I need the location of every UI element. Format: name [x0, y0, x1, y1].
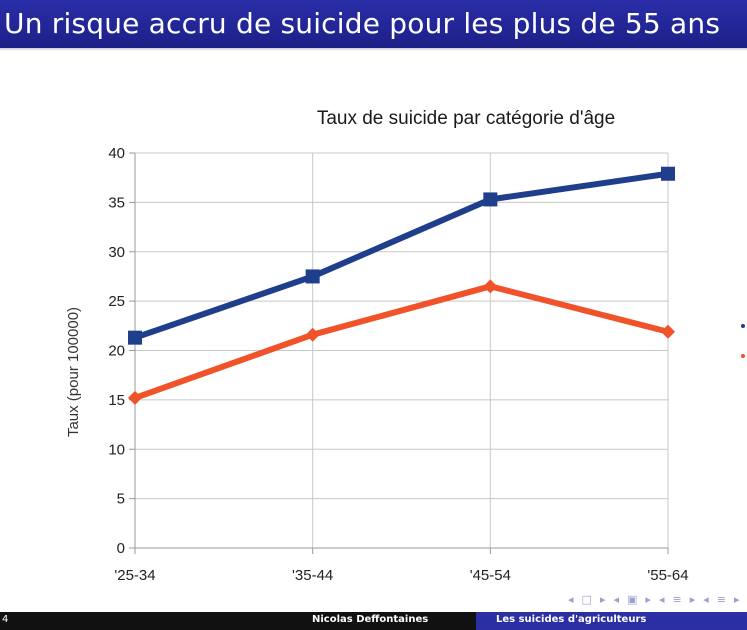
line-chart: 0 5 10 15 20 25 30 35 40 '25-34 '35-44 '45-54 '55-64…: [65, 108, 689, 584]
x-tick-label: '45-54: [470, 567, 511, 584]
y-tick-label: 0: [117, 540, 125, 557]
y-tick-label: 15: [108, 392, 125, 409]
nav-icon[interactable]: ◂: [658, 592, 665, 606]
nav-icon[interactable]: ▣: [627, 592, 638, 606]
series-line-2: [132, 283, 671, 401]
nav-icon[interactable]: ◂: [568, 592, 574, 606]
nav-icon[interactable]: ▸: [733, 592, 740, 606]
chart-axes: [129, 152, 669, 554]
footer-subject: Les suicides d'agriculteurs: [496, 614, 647, 625]
grid-lines: [135, 152, 669, 548]
footer-left-panel: 4 Nicolas Deffontaines: [0, 612, 476, 630]
data-point-diamond: [661, 324, 675, 339]
x-tick-label: '55-64: [647, 567, 688, 584]
page-number: 4: [2, 614, 9, 625]
nav-icon[interactable]: ▸: [599, 592, 606, 606]
series-lines: [128, 166, 675, 405]
nav-icon[interactable]: ◂: [703, 592, 709, 606]
y-tick-label: 40: [108, 145, 125, 162]
y-tick-label: 25: [108, 293, 125, 310]
nav-icon[interactable]: □: [581, 592, 592, 606]
nav-icon[interactable]: ▸: [689, 592, 696, 606]
slide-title: Un risque accru de suicide pour les plus…: [4, 7, 721, 40]
nav-icon[interactable]: ≡: [672, 592, 682, 606]
chart-title: Taux de suicide par catégorie d'âge: [317, 108, 615, 129]
x-tick-label: '25-34: [114, 567, 155, 584]
nav-icon[interactable]: ▸: [645, 592, 651, 606]
data-point-square: [661, 166, 675, 181]
y-tick-label: 20: [108, 343, 125, 360]
footer-right-panel: Les suicides d'agriculteurs: [476, 612, 747, 630]
series-line-1: [132, 170, 671, 341]
tick-labels: 0 5 10 15 20 25 30 35 40 '25-34 '35-44 '45-54 '55-64: [108, 145, 688, 584]
data-point-diamond: [305, 327, 320, 342]
y-tick-label: 35: [108, 194, 125, 211]
slide-footer: 4 Nicolas Deffontaines Les suicides d'ag…: [0, 612, 747, 630]
data-point-square: [305, 269, 320, 284]
y-axis-title: Taux (pour 100000): [65, 307, 82, 437]
y-tick-label: 30: [108, 244, 125, 261]
data-point-diamond: [483, 279, 498, 294]
x-tick-label: '35-44: [292, 567, 333, 584]
nav-icon[interactable]: ≡: [716, 592, 726, 606]
header-rule: [0, 48, 747, 51]
y-tick-label: 10: [108, 441, 125, 458]
data-point-square: [483, 192, 498, 207]
edge-marker-orange: [741, 354, 745, 358]
data-point-square: [128, 330, 142, 345]
data-point-diamond: [128, 390, 142, 405]
y-tick-label: 5: [117, 491, 125, 508]
slide-header: Un risque accru de suicide pour les plus…: [0, 0, 747, 48]
nav-icon[interactable]: ◂: [613, 592, 619, 606]
footer-author: Nicolas Deffontaines: [312, 614, 429, 625]
edge-marker-blue: [741, 324, 745, 328]
beamer-navigation[interactable]: ◂ □ ▸ ◂ ▣ ▸ ◂ ≡ ▸ ◂ ≡ ▸: [568, 592, 740, 606]
